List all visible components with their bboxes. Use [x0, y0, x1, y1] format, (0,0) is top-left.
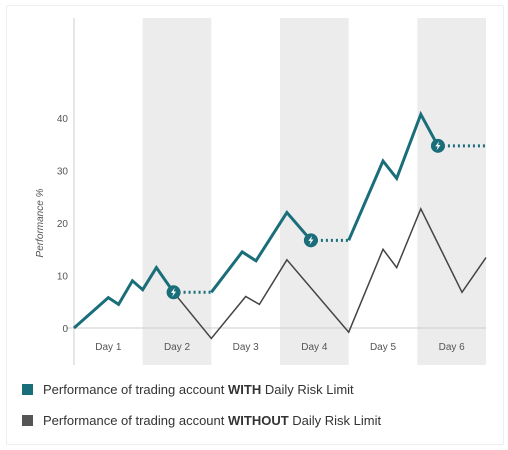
lightning-bolt-icon [308, 235, 314, 245]
y-tick-label: 30 [57, 167, 69, 178]
legend-swatch-with [22, 384, 33, 395]
legend-item-without: Performance of trading account WITHOUT D… [22, 413, 381, 428]
series-line-with-limit [347, 110, 440, 241]
x-tick-label: Day 6 [439, 342, 466, 353]
day-shade-column [417, 18, 486, 365]
y-axis-title: Performance % [35, 188, 46, 257]
x-tick-label: Day 3 [233, 342, 260, 353]
day-shade-column [142, 18, 212, 365]
legend-item-with: Performance of trading account WITH Dail… [22, 382, 354, 397]
y-tick-label: 20 [57, 219, 69, 230]
x-tick-label: Day 1 [95, 342, 122, 353]
y-tick-label: 40 [57, 114, 69, 125]
legend-label-with: Performance of trading account WITH Dail… [43, 382, 354, 397]
x-tick-label: Day 4 [301, 342, 328, 353]
lightning-bolt-icon [170, 287, 177, 297]
x-tick-label: Day 5 [370, 342, 397, 353]
legend-label-without: Performance of trading account WITHOUT D… [43, 413, 382, 428]
x-tick-label: Day 2 [164, 342, 191, 353]
lightning-bolt-icon [435, 141, 441, 151]
y-tick-label: 10 [57, 272, 69, 283]
y-tick-label: 0 [62, 324, 68, 335]
day-shade-column [280, 18, 349, 365]
legend-swatch-without [22, 415, 33, 426]
series-line-with-limit [210, 209, 313, 294]
series-line-with-limit [73, 264, 175, 330]
